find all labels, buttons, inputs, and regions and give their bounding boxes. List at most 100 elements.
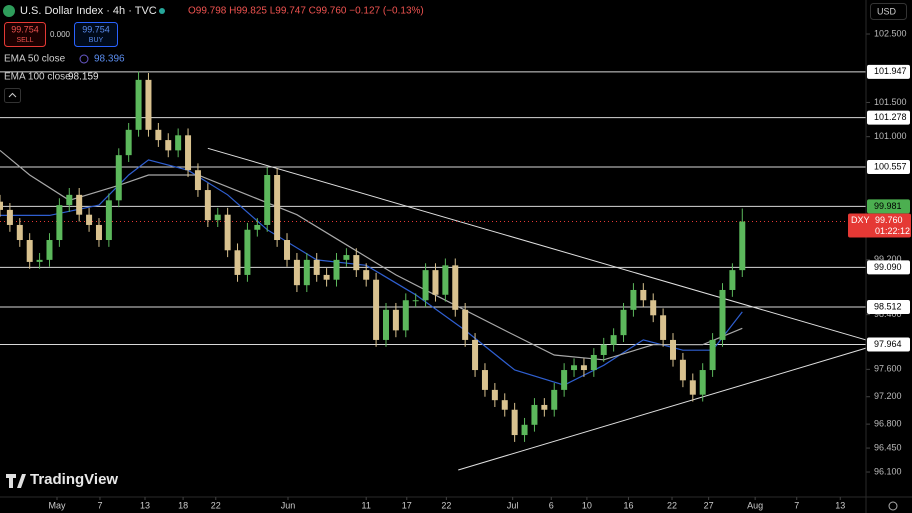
candle-body [462, 309, 469, 340]
candle-body [719, 289, 726, 340]
candle-body [244, 229, 251, 275]
buy-price: 99.754 [82, 24, 110, 34]
candle-body [56, 205, 63, 241]
currency: USD [877, 6, 897, 16]
candle-body [729, 270, 736, 290]
x-tick-label: Jun [281, 500, 296, 510]
candle-body [739, 221, 746, 271]
candle-body [551, 389, 558, 410]
candle-body [125, 129, 132, 156]
y-tick-label: 96.450 [874, 442, 902, 452]
candle-body [353, 255, 360, 271]
x-tick-label: 22 [441, 500, 451, 510]
level-tag [867, 337, 910, 352]
candle-body [422, 270, 429, 301]
level-tag [867, 299, 910, 314]
buy-button[interactable] [74, 22, 118, 47]
x-tick-label: 7 [794, 500, 799, 510]
candle-body [194, 170, 201, 191]
trendline [458, 347, 867, 471]
candle-body [175, 135, 182, 151]
x-tick-label: Jul [507, 500, 519, 510]
candle-body [224, 214, 231, 251]
candle-body [105, 200, 112, 241]
candle-body [26, 240, 33, 262]
currency-button[interactable] [870, 3, 907, 20]
y-tick-label: 101.000 [874, 131, 907, 141]
last-price-label: 99.760 [875, 215, 903, 225]
x-tick-label: Aug [747, 500, 763, 510]
y-tick-label: 96.800 [874, 418, 902, 428]
candle-body [590, 354, 597, 371]
candle-body [115, 155, 122, 201]
candle-body [432, 270, 439, 295]
x-tick-label: May [48, 500, 66, 510]
ema100-name[interactable]: EMA 100 close [4, 72, 71, 83]
candle-body [472, 339, 479, 371]
level-tag [867, 260, 910, 275]
level-label: 99.981 [874, 201, 902, 211]
candle-body [373, 279, 380, 340]
level-label: 101.947 [874, 66, 907, 76]
x-tick-label: 13 [140, 500, 150, 510]
symbol[interactable]: U.S. Dollar Index · 4h · TVC [20, 5, 157, 17]
symbol-icon [3, 5, 15, 17]
y-tick-label: 97.200 [874, 391, 902, 401]
ema50-name[interactable]: EMA 50 close [4, 54, 66, 65]
candle-body [689, 380, 696, 395]
collapse-icon [8, 92, 17, 98]
ema50-value: 98.396 [94, 54, 125, 65]
buy-label: BUY [89, 37, 104, 44]
level-tag [867, 159, 910, 174]
candle-body [640, 289, 647, 301]
candle-body [303, 259, 310, 286]
candle-body [293, 259, 300, 286]
candle-body [531, 404, 538, 425]
last-price-tag [848, 213, 911, 238]
settings-icon[interactable] [888, 501, 898, 511]
y-tick-label: 101.500 [874, 97, 907, 107]
candle-body [254, 224, 261, 230]
x-tick-label: 22 [667, 500, 677, 510]
candle-body [452, 265, 459, 310]
candle-body [264, 174, 271, 225]
level-tag [867, 110, 910, 125]
candle-body [274, 174, 281, 241]
candle-body [46, 240, 53, 260]
candle-body [561, 370, 568, 390]
candle-body [679, 359, 686, 381]
candle-body [363, 270, 370, 280]
candle-body [412, 300, 419, 302]
x-tick-label: 6 [549, 500, 554, 510]
x-tick-label: 7 [97, 500, 102, 510]
level-label: 98.512 [874, 301, 902, 311]
candle-body [392, 309, 399, 331]
candle-body [0, 201, 3, 210]
candle-body [16, 224, 23, 241]
candle-body [521, 424, 528, 436]
candle-body [313, 259, 320, 275]
candle-body [600, 344, 607, 355]
y-tick-label: 98.400 [874, 309, 902, 319]
ema50-icon [79, 54, 89, 64]
sell-button[interactable] [4, 22, 46, 47]
candle-body [541, 404, 548, 410]
y-tick-label: 96.100 [874, 466, 902, 476]
candle-body [670, 339, 677, 360]
candle-body [66, 194, 73, 206]
level-tag [867, 199, 910, 214]
candle-body [323, 274, 330, 280]
collapse-button[interactable] [4, 88, 21, 103]
candle-body [501, 400, 508, 410]
x-tick-label: 18 [178, 500, 188, 510]
level-tag [867, 64, 910, 79]
candle-body [95, 224, 102, 241]
candle-body [86, 214, 93, 225]
x-tick-label: 27 [704, 500, 714, 510]
ema-line [0, 149, 743, 361]
candle-body [284, 240, 291, 260]
candle-body [234, 250, 241, 275]
candle-body [214, 214, 221, 221]
